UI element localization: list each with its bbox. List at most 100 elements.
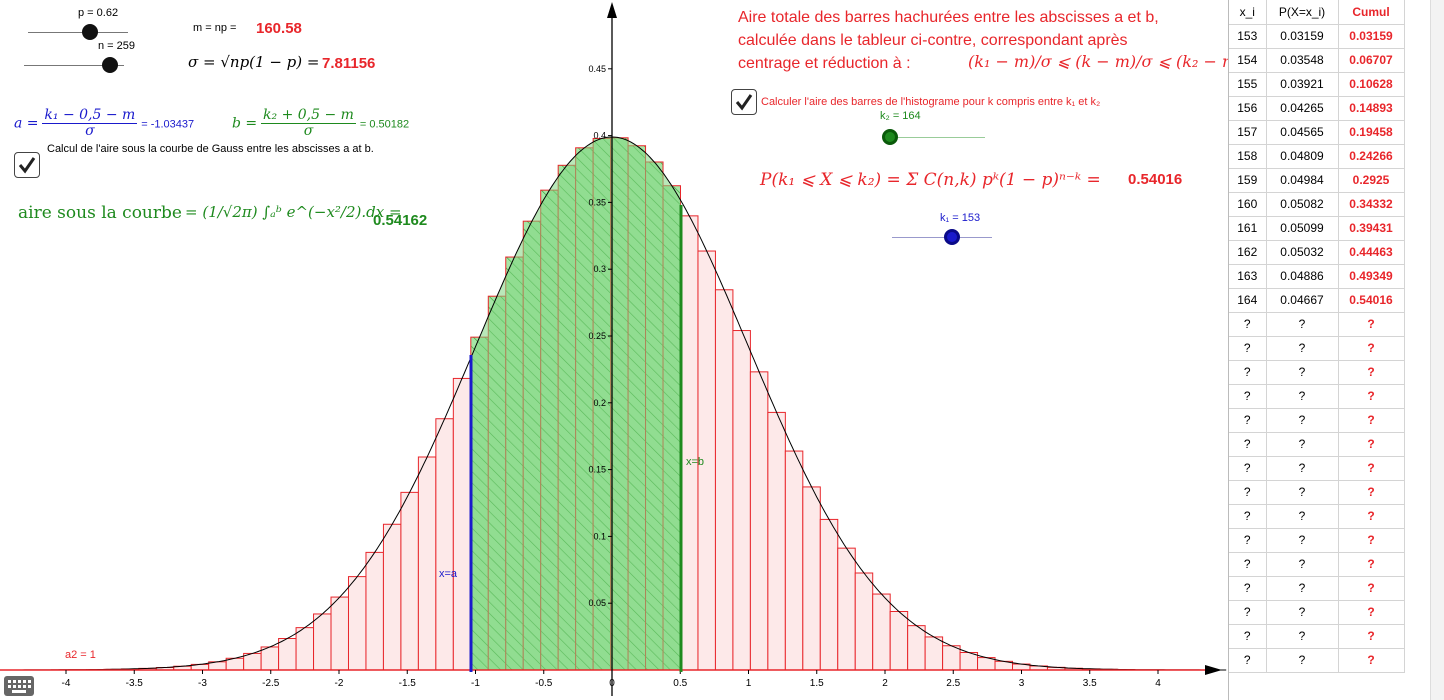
- cell-xi[interactable]: ?: [1229, 600, 1267, 625]
- cell-prob[interactable]: 0.04984: [1266, 168, 1339, 193]
- cell-cumul[interactable]: ?: [1338, 432, 1405, 457]
- cell-xi[interactable]: ?: [1229, 360, 1267, 385]
- spreadsheet-table[interactable]: x_i P(X=x_i) Cumul 153 0.03159 0.03159 154 0…: [1229, 0, 1405, 673]
- cell-prob[interactable]: 0.05082: [1266, 192, 1339, 217]
- cell-cumul[interactable]: 0.39431: [1338, 216, 1405, 241]
- cell-xi[interactable]: ?: [1229, 336, 1267, 361]
- cell-cumul[interactable]: 0.14893: [1338, 96, 1405, 121]
- cell-prob[interactable]: ?: [1266, 624, 1339, 649]
- cell-xi[interactable]: ?: [1229, 528, 1267, 553]
- header-prob[interactable]: P(X=x_i): [1266, 0, 1339, 25]
- header-cumul[interactable]: Cumul: [1338, 0, 1405, 25]
- cell-xi[interactable]: 155: [1229, 72, 1267, 97]
- slider-k1-track[interactable]: [892, 237, 992, 238]
- cell-prob[interactable]: 0.04886: [1266, 264, 1339, 289]
- cell-cumul[interactable]: ?: [1338, 552, 1405, 577]
- slider-k2-track[interactable]: [885, 137, 985, 138]
- cell-prob[interactable]: 0.03548: [1266, 48, 1339, 73]
- cell-cumul[interactable]: 0.44463: [1338, 240, 1405, 265]
- cell-xi[interactable]: 156: [1229, 96, 1267, 121]
- cell-cumul[interactable]: ?: [1338, 576, 1405, 601]
- cell-prob[interactable]: ?: [1266, 576, 1339, 601]
- cell-cumul[interactable]: ?: [1338, 312, 1405, 337]
- slider-n-knob[interactable]: [102, 57, 118, 73]
- cell-prob[interactable]: ?: [1266, 552, 1339, 577]
- cell-cumul[interactable]: ?: [1338, 360, 1405, 385]
- cell-prob[interactable]: 0.05099: [1266, 216, 1339, 241]
- cell-prob[interactable]: ?: [1266, 432, 1339, 457]
- sigma-label: σ = √np(1 − p) =: [188, 53, 320, 71]
- cell-cumul[interactable]: 0.10628: [1338, 72, 1405, 97]
- cell-xi[interactable]: ?: [1229, 384, 1267, 409]
- cell-cumul[interactable]: 0.2925: [1338, 168, 1405, 193]
- cell-cumul[interactable]: ?: [1338, 528, 1405, 553]
- cell-cumul[interactable]: ?: [1338, 624, 1405, 649]
- cell-cumul[interactable]: ?: [1338, 504, 1405, 529]
- cell-xi[interactable]: 160: [1229, 192, 1267, 217]
- cell-cumul[interactable]: 0.34332: [1338, 192, 1405, 217]
- cell-xi[interactable]: 157: [1229, 120, 1267, 145]
- cell-cumul[interactable]: 0.54016: [1338, 288, 1405, 313]
- cell-xi[interactable]: ?: [1229, 432, 1267, 457]
- cell-cumul[interactable]: 0.24266: [1338, 144, 1405, 169]
- slider-k1-knob[interactable]: [944, 229, 960, 245]
- histogram-area-checkbox[interactable]: [731, 89, 757, 115]
- cell-cumul[interactable]: 0.19458: [1338, 120, 1405, 145]
- cell-xi[interactable]: 161: [1229, 216, 1267, 241]
- gauss-area-checkbox[interactable]: [14, 152, 40, 178]
- cell-xi[interactable]: 164: [1229, 288, 1267, 313]
- keyboard-button[interactable]: [4, 676, 34, 696]
- cell-prob[interactable]: 0.04565: [1266, 120, 1339, 145]
- cell-prob[interactable]: ?: [1266, 456, 1339, 481]
- cell-prob[interactable]: 0.03159: [1266, 24, 1339, 49]
- cell-prob[interactable]: 0.03921: [1266, 72, 1339, 97]
- cell-prob[interactable]: ?: [1266, 336, 1339, 361]
- spreadsheet-panel[interactable]: x_i P(X=x_i) Cumul 153 0.03159 0.03159 154 0…: [1228, 0, 1444, 700]
- cell-cumul[interactable]: ?: [1338, 456, 1405, 481]
- cell-cumul[interactable]: ?: [1338, 648, 1405, 673]
- cell-prob[interactable]: ?: [1266, 528, 1339, 553]
- cell-prob[interactable]: ?: [1266, 600, 1339, 625]
- cell-cumul[interactable]: ?: [1338, 336, 1405, 361]
- cell-prob[interactable]: ?: [1266, 648, 1339, 673]
- cell-prob[interactable]: ?: [1266, 408, 1339, 433]
- cell-prob[interactable]: 0.04265: [1266, 96, 1339, 121]
- cell-prob[interactable]: ?: [1266, 360, 1339, 385]
- cell-xi[interactable]: 159: [1229, 168, 1267, 193]
- cell-xi[interactable]: ?: [1229, 624, 1267, 649]
- cell-prob[interactable]: ?: [1266, 504, 1339, 529]
- cell-cumul[interactable]: ?: [1338, 480, 1405, 505]
- cell-xi[interactable]: 153: [1229, 24, 1267, 49]
- cell-prob[interactable]: 0.05032: [1266, 240, 1339, 265]
- cell-xi[interactable]: ?: [1229, 456, 1267, 481]
- cell-xi[interactable]: ?: [1229, 312, 1267, 337]
- cell-xi[interactable]: ?: [1229, 504, 1267, 529]
- cell-prob[interactable]: 0.04667: [1266, 288, 1339, 313]
- graphics-view[interactable]: -4 -3.5 -3 -2.5 -2 -1.5 -1 -0.5 0 0.5 1 1.5 2 2.5 3 3.5…: [0, 0, 1228, 700]
- slider-p-track[interactable]: [28, 32, 128, 33]
- cell-cumul[interactable]: ?: [1338, 600, 1405, 625]
- cell-xi[interactable]: ?: [1229, 480, 1267, 505]
- cell-cumul[interactable]: ?: [1338, 384, 1405, 409]
- cell-prob[interactable]: ?: [1266, 384, 1339, 409]
- cell-xi[interactable]: ?: [1229, 552, 1267, 577]
- cell-prob[interactable]: ?: [1266, 480, 1339, 505]
- cell-xi[interactable]: 158: [1229, 144, 1267, 169]
- slider-k2-knob[interactable]: [882, 129, 898, 145]
- cell-xi[interactable]: ?: [1229, 408, 1267, 433]
- cell-xi[interactable]: 163: [1229, 264, 1267, 289]
- cell-xi[interactable]: ?: [1229, 648, 1267, 673]
- cell-prob[interactable]: ?: [1266, 312, 1339, 337]
- cell-xi[interactable]: 162: [1229, 240, 1267, 265]
- table-scrollbar[interactable]: [1430, 0, 1444, 700]
- slider-p-knob[interactable]: [82, 24, 98, 40]
- cell-xi[interactable]: 154: [1229, 48, 1267, 73]
- cell-cumul[interactable]: ?: [1338, 408, 1405, 433]
- cell-prob[interactable]: 0.04809: [1266, 144, 1339, 169]
- slider-n-track[interactable]: [24, 65, 124, 66]
- header-xi[interactable]: x_i: [1229, 0, 1267, 25]
- cell-cumul[interactable]: 0.49349: [1338, 264, 1405, 289]
- cell-xi[interactable]: ?: [1229, 576, 1267, 601]
- cell-cumul[interactable]: 0.06707: [1338, 48, 1405, 73]
- cell-cumul[interactable]: 0.03159: [1338, 24, 1405, 49]
